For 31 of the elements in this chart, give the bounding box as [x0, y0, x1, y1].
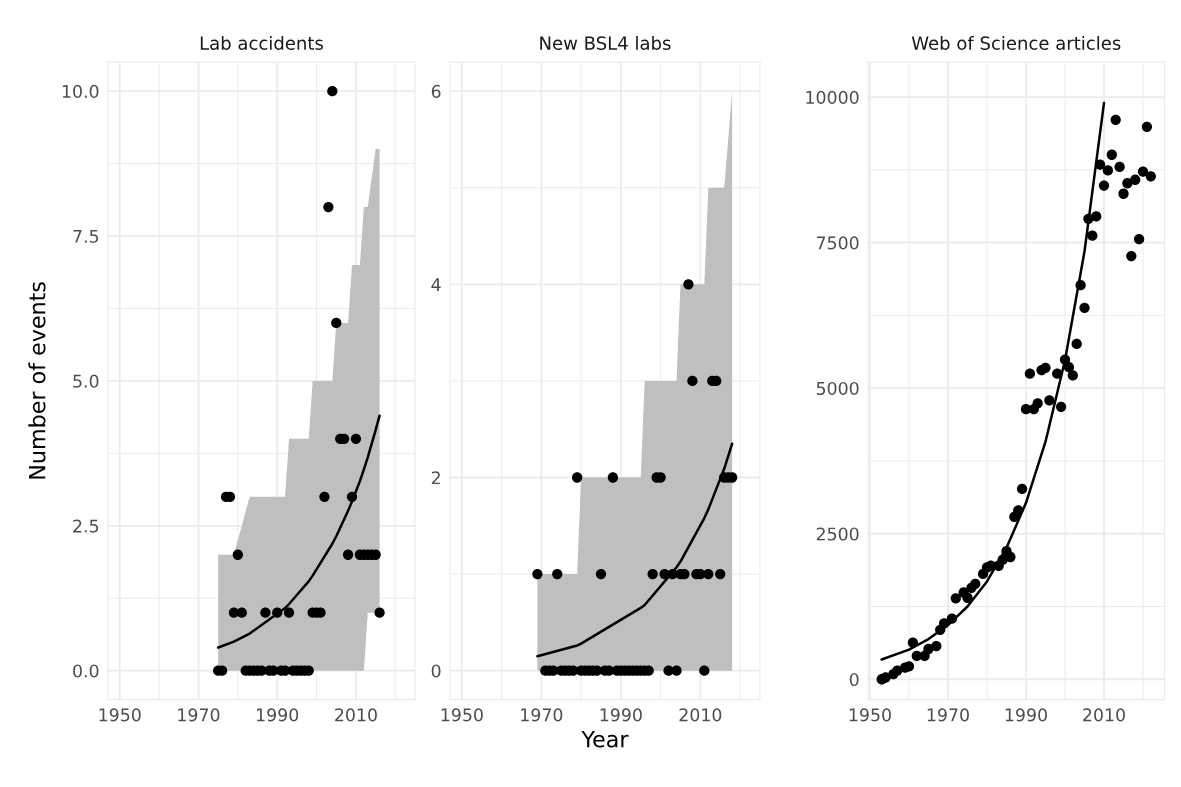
y-tick-label: 6	[431, 84, 441, 98]
y-tick-label: 5000	[816, 381, 859, 396]
x-tick-label: 1990	[257, 708, 299, 722]
x-tick-label: 2010	[679, 708, 722, 722]
x-axis-title: Year	[581, 731, 629, 748]
chart-title: Lab accidents	[200, 35, 323, 50]
y-tick-label: 2500	[816, 527, 859, 541]
y-tick-label: 0.0	[73, 664, 99, 678]
x-tick-label: 1950	[99, 708, 141, 722]
y-tick-label: 7.5	[73, 229, 99, 243]
y-tick-label: 2.5	[73, 519, 99, 533]
y-tick-label: 0	[849, 672, 859, 687]
x-tick-label: 1990	[1005, 708, 1047, 722]
x-tick-label: 1990	[600, 708, 642, 722]
y-tick-label: 2	[431, 471, 440, 485]
x-tick-label: 1970	[521, 708, 563, 722]
x-tick-label: 1970	[927, 708, 969, 722]
x-tick-label: 2010	[335, 708, 377, 722]
x-tick-label: 1950	[849, 708, 891, 722]
y-tick-label: 7500	[816, 236, 859, 250]
y-tick-label: 10.0	[62, 84, 99, 98]
y-tick-label: 10000	[806, 90, 859, 104]
y-tick-label: 0	[431, 664, 441, 678]
x-tick-label: 1950	[441, 708, 483, 722]
x-tick-label: 1970	[178, 708, 220, 722]
y-axis-title: Number of events	[28, 282, 46, 479]
x-tick-label: 2010	[1083, 708, 1125, 722]
y-tick-label: 5.0	[73, 374, 99, 388]
chart-title: Web of Science articles	[911, 35, 1121, 50]
chart-title: New BSL4 labs	[540, 35, 671, 50]
y-tick-label: 4	[431, 278, 441, 291]
